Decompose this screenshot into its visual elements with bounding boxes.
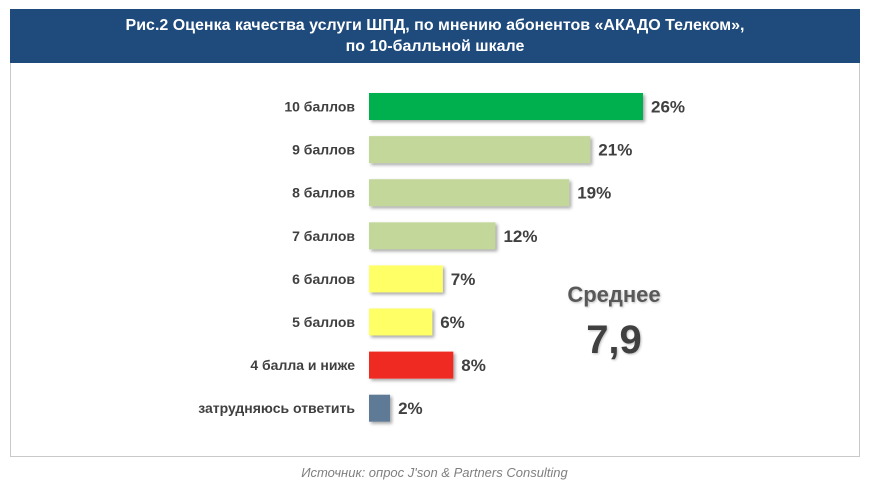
bar xyxy=(369,136,591,164)
average-label: Среднее xyxy=(567,282,661,307)
category-label: 4 балла и ниже xyxy=(250,357,355,373)
bar xyxy=(369,265,443,293)
bar xyxy=(369,308,433,336)
category-label: 9 баллов xyxy=(292,142,355,158)
value-label: 21% xyxy=(598,141,632,160)
bar xyxy=(369,351,454,379)
category-label: 8 баллов xyxy=(292,185,355,201)
bar xyxy=(369,394,391,422)
average-value: 7,9 xyxy=(586,318,642,362)
bar xyxy=(369,93,643,120)
chart-title-line-1: Рис.2 Оценка качества услуги ШПД, по мне… xyxy=(125,17,745,34)
value-label: 19% xyxy=(577,184,611,203)
source-note: Источник: опрос J'son & Partners Consult… xyxy=(301,465,568,480)
chart-title: Рис.2 Оценка качества услуги ШПД, по мне… xyxy=(10,9,860,63)
value-label: 6% xyxy=(440,313,465,332)
category-label: 10 баллов xyxy=(284,99,355,115)
value-label: 8% xyxy=(461,356,486,375)
value-label: 12% xyxy=(503,227,537,246)
bar xyxy=(369,179,570,207)
category-label: 7 баллов xyxy=(292,228,355,244)
value-label: 2% xyxy=(398,399,423,418)
chart-title-line-2: по 10-балльной шкале xyxy=(345,38,525,55)
value-label: 7% xyxy=(451,270,476,289)
bar xyxy=(369,222,496,250)
value-label: 26% xyxy=(651,98,685,117)
category-label: затрудняюсь ответить xyxy=(198,400,355,416)
category-label: 5 баллов xyxy=(292,314,355,330)
category-label: 6 баллов xyxy=(292,271,355,287)
